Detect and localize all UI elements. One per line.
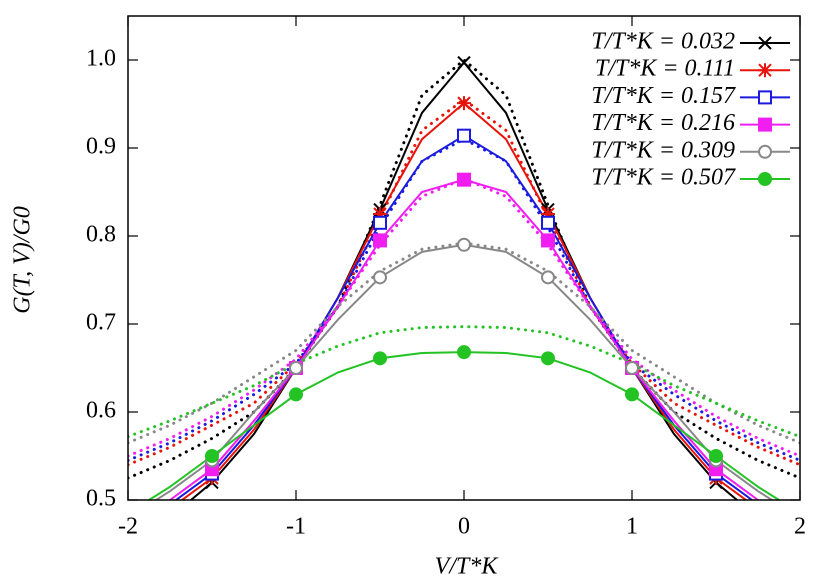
y-tick-label: 0.6 <box>86 398 116 424</box>
data-point <box>541 233 555 248</box>
data-point <box>373 351 387 366</box>
legend-label: T/T*K = 0.157 <box>591 83 736 109</box>
x-tick-label: -1 <box>286 514 306 540</box>
data-point <box>289 361 303 375</box>
data-point <box>373 207 387 221</box>
legend-marker <box>758 36 772 50</box>
x-tick-label: 0 <box>458 514 470 540</box>
y-tick-label: 1.0 <box>86 46 116 72</box>
legend-marker <box>758 172 772 186</box>
data-point <box>457 172 471 187</box>
legend-label: T/T*K = 0.507 <box>591 165 736 191</box>
x-tick-label: -2 <box>118 514 138 540</box>
y-tick-label: 0.7 <box>86 310 116 336</box>
y-tick-label: 0.8 <box>86 222 116 248</box>
y-axis-label: G(T, V)/G0 <box>10 206 36 314</box>
dotted-curve <box>128 97 800 467</box>
data-point <box>373 215 387 230</box>
x-tick-label: 2 <box>794 514 806 540</box>
y-tick-label: 0.9 <box>86 134 116 160</box>
dotted-curve <box>128 325 800 439</box>
data-point <box>541 207 555 221</box>
data-point <box>457 237 471 252</box>
line <box>154 243 774 500</box>
x-axis-label: V/T*K <box>435 554 500 580</box>
data-point <box>541 351 555 366</box>
legend-label: T/T*K = 0.309 <box>591 137 735 163</box>
legend-label: T/T*K = 0.216 <box>591 110 735 136</box>
data-point <box>709 449 723 463</box>
data-point <box>289 387 303 402</box>
data-point <box>205 449 219 463</box>
data-point <box>625 387 639 402</box>
legend-marker <box>758 63 772 78</box>
plot-area <box>128 55 800 500</box>
dotted-curve <box>128 58 800 480</box>
dotted-curve <box>128 177 800 458</box>
dotted-curve <box>128 241 800 445</box>
data-point <box>457 128 471 143</box>
line <box>147 351 781 500</box>
line <box>174 134 754 500</box>
x-tick-label: 1 <box>626 514 638 540</box>
legend-label: T/T*K = 0.111 <box>595 56 735 82</box>
data-point <box>625 361 639 375</box>
legend-label: T/T*K = 0.032 <box>591 29 735 55</box>
data-point <box>457 345 471 360</box>
data-point <box>373 270 387 285</box>
y-tick-label: 0.5 <box>86 486 116 512</box>
legend-marker <box>758 117 772 132</box>
data-point <box>457 96 471 111</box>
data-point <box>457 55 471 70</box>
data-point <box>373 233 387 248</box>
legend-marker <box>758 90 772 105</box>
data-point <box>541 215 555 230</box>
data-point <box>541 270 555 285</box>
legend-marker <box>758 144 772 159</box>
